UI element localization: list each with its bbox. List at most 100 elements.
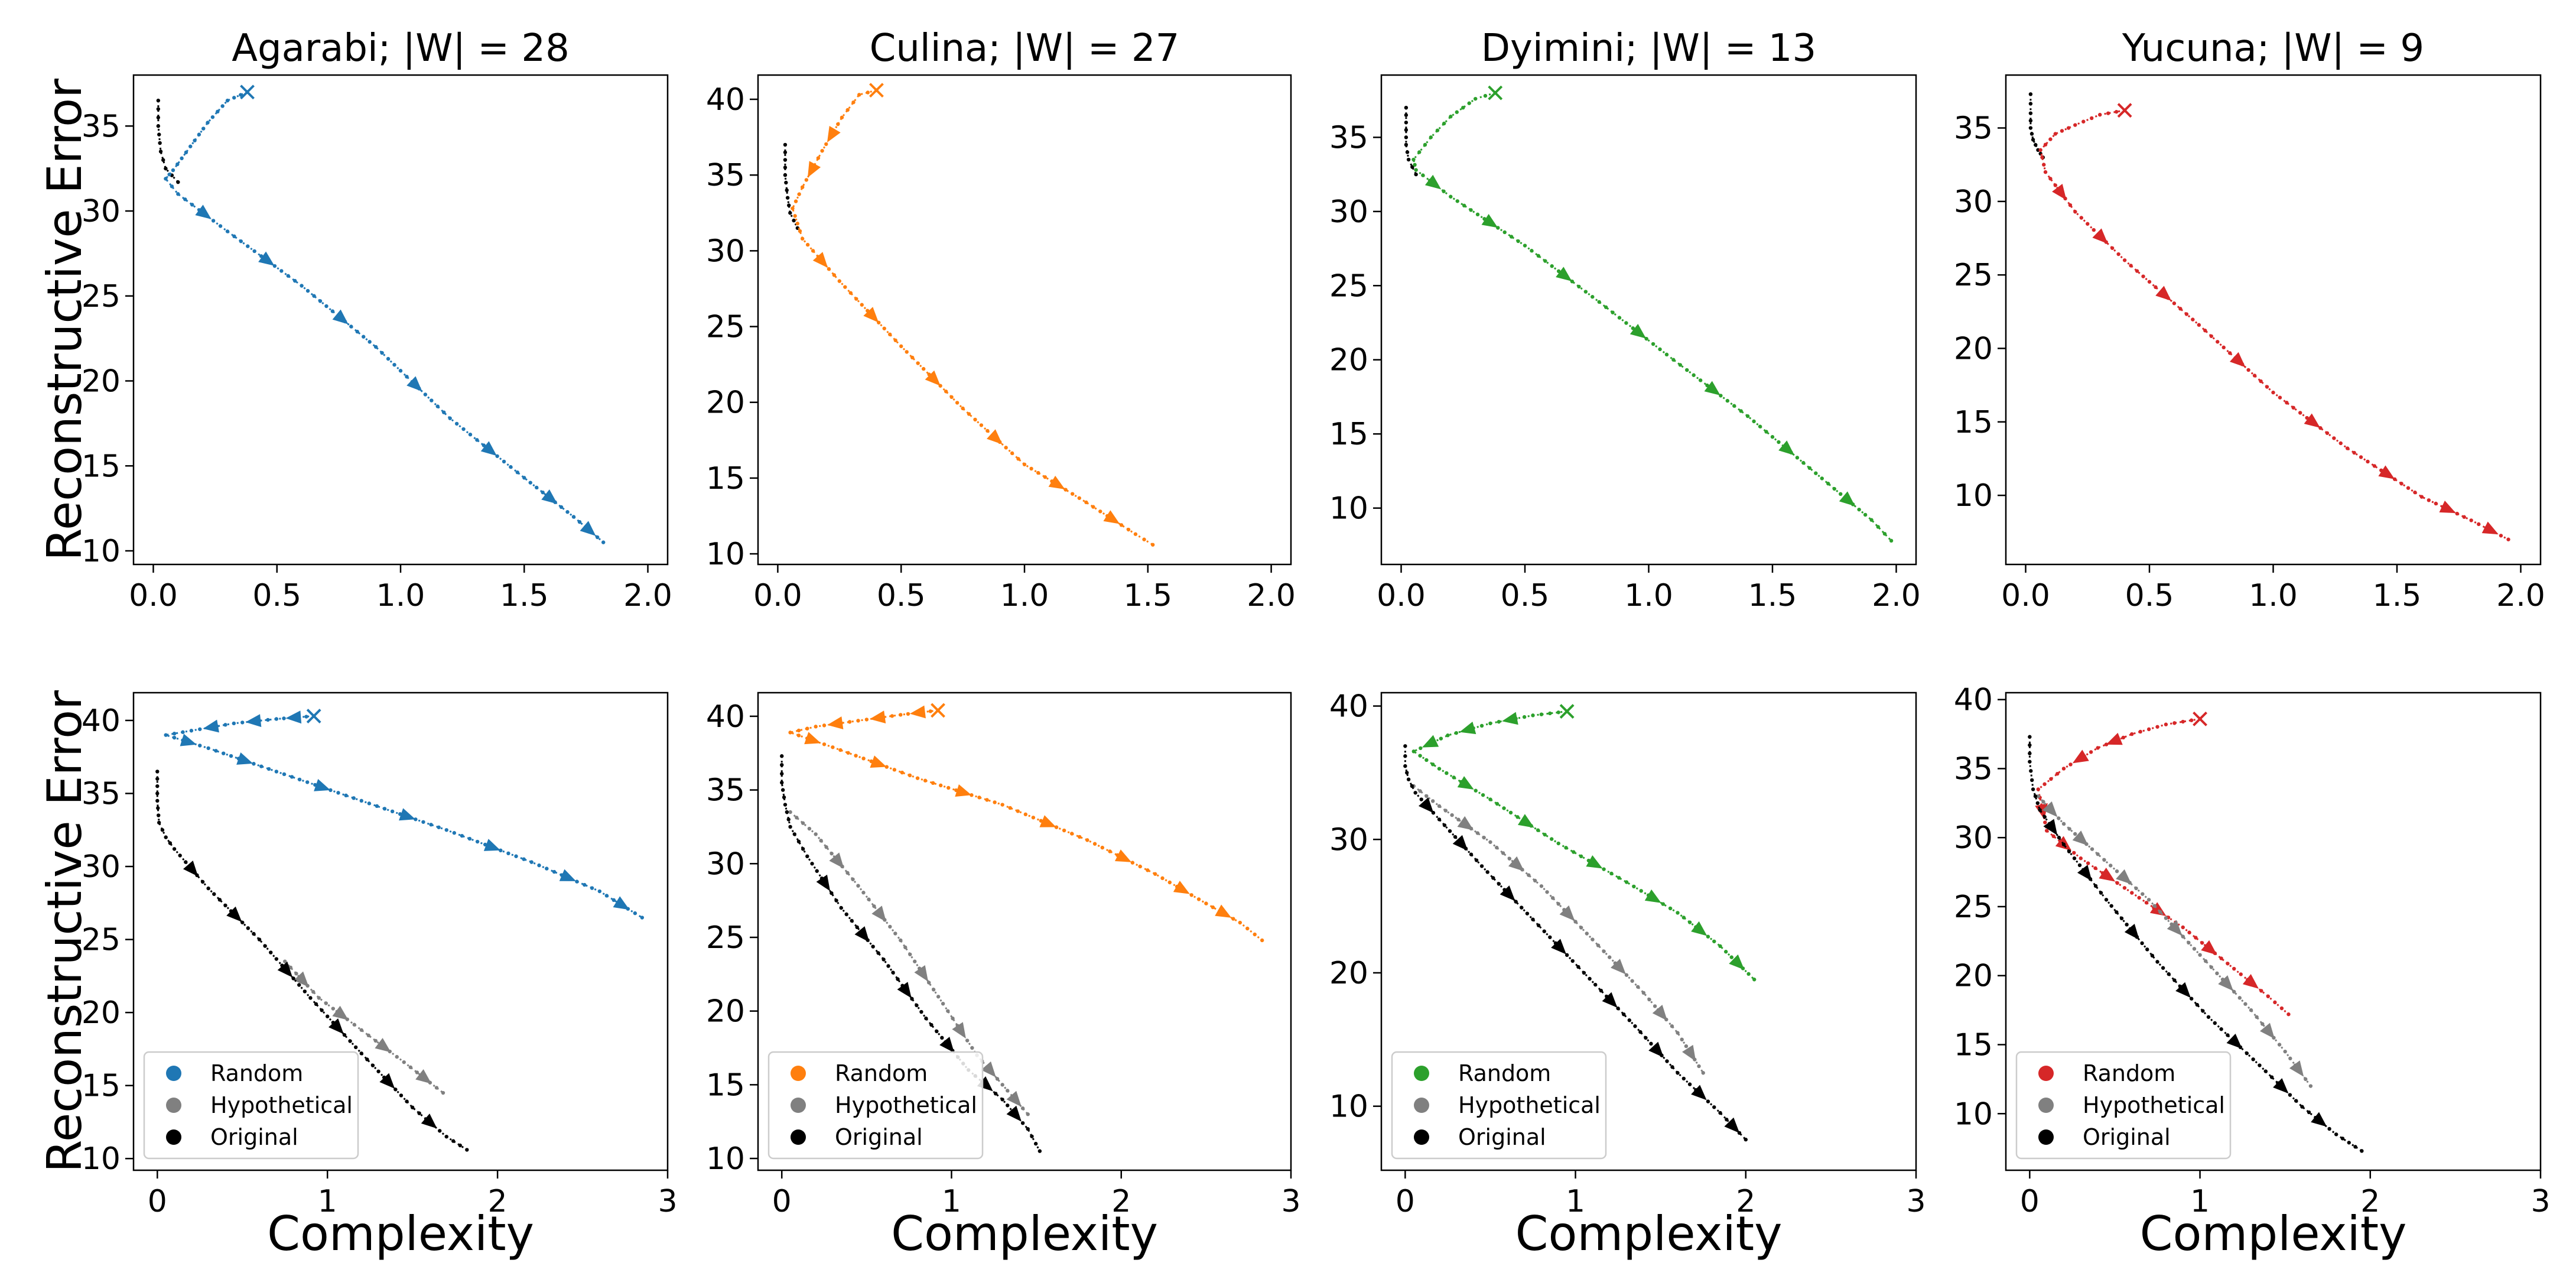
data-point <box>193 138 197 142</box>
data-point <box>1022 462 1027 467</box>
data-point <box>218 224 223 228</box>
data-point <box>320 1008 324 1012</box>
data-point <box>2273 1000 2277 1005</box>
data-point <box>820 148 824 153</box>
data-point <box>184 860 188 864</box>
data-point <box>1037 1149 1042 1153</box>
y-tick-label: 30 <box>706 846 745 882</box>
data-point <box>1525 911 1530 916</box>
data-point <box>158 141 162 145</box>
data-point <box>1410 784 1414 788</box>
data-point <box>2122 886 2127 890</box>
data-point <box>1687 920 1692 924</box>
direction-arrow <box>981 1061 996 1077</box>
data-point <box>888 332 892 337</box>
data-point <box>871 944 875 949</box>
direction-arrow <box>1704 381 1720 396</box>
data-point <box>791 206 795 210</box>
data-point <box>534 485 539 490</box>
data-point <box>161 158 165 162</box>
data-point <box>274 770 279 774</box>
data-point <box>1006 1103 1010 1108</box>
y-tick-label: 30 <box>1329 822 1368 858</box>
y-tick-label: 10 <box>1954 478 1993 514</box>
data-point <box>893 931 897 936</box>
data-point <box>783 803 788 807</box>
data-point <box>172 735 177 740</box>
data-point <box>1579 854 1583 859</box>
data-point <box>1119 523 1124 527</box>
data-point <box>1482 835 1486 840</box>
direction-arrow <box>2242 974 2259 989</box>
data-point <box>2043 142 2048 147</box>
data-point <box>353 1045 358 1050</box>
data-point <box>1564 846 1568 850</box>
data-point <box>2043 820 2047 824</box>
data-point <box>348 1039 352 1043</box>
data-point <box>837 279 842 283</box>
data-point <box>1597 300 1601 304</box>
data-point <box>2098 112 2102 117</box>
direction-arrow <box>2106 732 2123 745</box>
data-point <box>223 723 227 727</box>
y-tick-label: 20 <box>1329 956 1368 991</box>
x-tick-label: 3 <box>1906 1184 1926 1219</box>
data-point <box>2308 1084 2313 1088</box>
data-point <box>2049 777 2053 781</box>
x-tick-label: 0.5 <box>2125 578 2174 613</box>
data-point <box>2278 395 2282 400</box>
data-point <box>2028 118 2033 123</box>
data-point <box>2067 849 2071 853</box>
data-point <box>575 879 579 884</box>
data-point <box>172 731 177 736</box>
legend-box <box>767 1051 984 1160</box>
chart-panel-agarabi-top: 0.0 0.5 1.0 1.5 2.0 10 15 20 25 30 35 Agarabi; |W| … <box>37 27 672 613</box>
y-tick-label: 40 <box>1329 689 1368 725</box>
data-point <box>2427 498 2431 502</box>
data-point <box>792 832 796 836</box>
data-point <box>1764 430 1768 434</box>
data-point <box>1617 876 1621 880</box>
data-point <box>1687 1082 1692 1086</box>
direction-arrow <box>2052 184 2067 200</box>
data-point <box>2455 511 2459 516</box>
data-point <box>156 98 161 103</box>
data-point <box>171 168 175 173</box>
y-tick-label: 35 <box>1954 111 1993 147</box>
data-point <box>2352 450 2356 455</box>
data-point <box>367 340 372 344</box>
data-point <box>2434 501 2438 506</box>
data-point <box>2060 129 2064 133</box>
data-point <box>2298 411 2302 415</box>
data-point <box>211 219 216 223</box>
data-point <box>923 778 928 783</box>
direction-arrow <box>2072 749 2089 764</box>
data-point <box>1481 793 1485 797</box>
data-point <box>2114 109 2119 114</box>
data-point <box>303 989 307 994</box>
data-point <box>259 764 264 768</box>
data-point <box>2138 729 2142 734</box>
data-point <box>2187 930 2191 934</box>
data-point <box>2271 390 2275 395</box>
data-point <box>884 765 889 769</box>
data-point <box>946 1009 950 1013</box>
data-point <box>824 142 828 147</box>
data-point <box>2222 345 2226 350</box>
data-point <box>252 249 256 254</box>
data-point <box>876 951 880 955</box>
data-point <box>783 142 788 147</box>
data-point <box>2206 1015 2211 1019</box>
direction-arrow <box>2311 1112 2327 1127</box>
data-point <box>824 845 828 849</box>
data-point <box>2154 285 2158 290</box>
data-point <box>465 1148 469 1152</box>
data-point <box>266 767 271 771</box>
x-tick-label: 0 <box>1396 1184 1415 1219</box>
data-point <box>529 860 534 864</box>
direction-arrow <box>2175 982 2191 998</box>
direction-arrow <box>328 1018 344 1034</box>
data-point <box>805 854 809 859</box>
data-point <box>2283 1049 2287 1054</box>
data-point <box>910 355 915 360</box>
